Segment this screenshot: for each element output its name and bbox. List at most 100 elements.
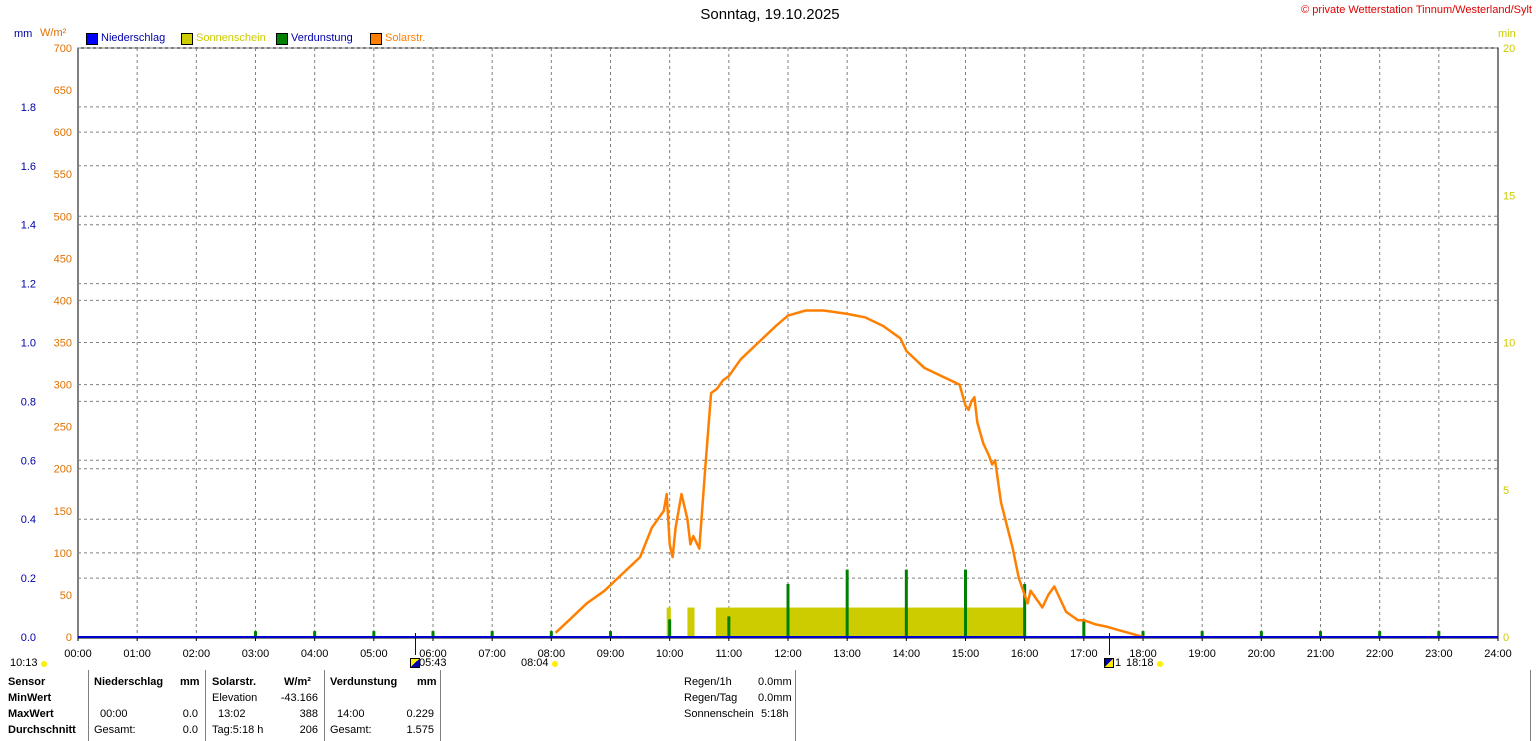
evaporation-bar	[1319, 631, 1322, 637]
legend-label-sonnenschein: Sonnenschein	[196, 32, 266, 44]
stats-cell: Gesamt:	[94, 724, 136, 736]
stats-cell: Elevation	[212, 692, 258, 704]
x-tick-label: 09:00	[597, 648, 625, 660]
sunshine-bar	[687, 607, 695, 637]
x-tick-label: 01:00	[123, 648, 151, 660]
summary-value: 0.0mm	[758, 676, 792, 688]
sunrise-time: 05:43	[419, 657, 447, 669]
x-tick-label: 10:00	[656, 648, 684, 660]
x-tick-label: 21:00	[1307, 648, 1335, 660]
legend-label-solarstr: Solarstr.	[385, 32, 426, 44]
x-tick-label: 08:00	[538, 648, 566, 660]
evaporation-bar	[254, 631, 257, 637]
sunset-marker-line	[1109, 633, 1110, 655]
x-tick-label: 05:00	[360, 648, 388, 660]
min-tick-label: 10	[1503, 338, 1515, 350]
chart-title: Sonntag, 19.10.2025	[700, 6, 840, 23]
x-tick-label: 06:00	[419, 648, 447, 660]
legend-swatch-verdunstung	[276, 33, 288, 45]
left-time-label: 10:13	[10, 657, 38, 669]
x-tick-label: 00:00	[64, 648, 92, 660]
stats-cell: -43.166	[280, 692, 318, 704]
stats-header-verdunstung-unit: mm	[417, 676, 437, 688]
stats-cell: 206	[299, 724, 318, 736]
x-tick-label: 03:00	[242, 648, 270, 660]
x-tick-label: 04:00	[301, 648, 329, 660]
evaporation-bar	[845, 569, 849, 637]
sunset-icon	[1104, 658, 1114, 668]
legend-swatch-solarstr	[370, 33, 382, 45]
x-tick-label: 19:00	[1188, 648, 1216, 660]
x-tick-label: 18:00	[1129, 648, 1157, 660]
x-tick-label: 22:00	[1366, 648, 1394, 660]
stats-row-label: MinWert	[8, 692, 52, 704]
evaporation-bars	[254, 569, 1441, 637]
mm-unit-label: mm	[14, 28, 33, 40]
evaporation-bar	[786, 583, 790, 637]
stats-cell: 14:00	[337, 708, 365, 720]
wm2-tick-label: 600	[54, 127, 72, 139]
evaporation-bar	[1200, 631, 1204, 637]
stats-header-solarstr: Solarstr.	[212, 676, 257, 688]
evaporation-bar	[1259, 631, 1263, 637]
weather-chart: 00:00 01:00 02:00 03:00 04:00 05:00 06:00 07:00…	[21, 43, 1516, 660]
evaporation-bar	[668, 619, 672, 637]
stats-cell: 13:02	[218, 708, 246, 720]
x-tick-label: 13:00	[833, 648, 861, 660]
wm2-tick-label: 400	[54, 295, 72, 307]
summary-value: 0.0mm	[758, 692, 792, 704]
wm2-unit-label: W/m²	[40, 27, 67, 39]
wm2-tick-label: 700	[54, 43, 72, 55]
stats-header-solarstr-unit: W/m²	[284, 676, 311, 688]
min-tick-label: 5	[1503, 485, 1509, 497]
legend-label-verdunstung: Verdunstung	[291, 32, 353, 44]
wm2-tick-label: 450	[54, 253, 72, 265]
stats-cell: 00:00	[100, 708, 128, 720]
stats-panel: Sensor Niederschlag mm Solarstr. W/m² Ve…	[0, 670, 1536, 741]
summary-value: 5:18h	[761, 708, 789, 720]
evaporation-bar	[431, 631, 435, 637]
legend-swatch-niederschlag	[86, 33, 98, 45]
mm-tick-label: 1.8	[21, 102, 36, 114]
wm2-tick-label: 300	[54, 380, 72, 392]
mm-tick-label: 0.2	[21, 573, 36, 585]
copyright-note: © private Wetterstation Tinnum/Westerlan…	[1301, 4, 1532, 16]
evaporation-bar	[609, 631, 612, 637]
x-tick-label: 07:00	[478, 648, 506, 660]
evaporation-bar	[904, 569, 908, 637]
summary-label: Sonnenschein	[684, 708, 754, 720]
evaporation-bar	[372, 631, 376, 637]
min-axis-ticks: 0 5 10 15 20	[1503, 43, 1515, 644]
mm-axis-ticks: 0.0 0.2 0.4 0.6 0.8 1.0 1.2 1.4 1.6 1.8	[21, 102, 36, 644]
summary-label: Regen/1h	[684, 676, 732, 688]
sunset-dot-icon	[1157, 661, 1163, 667]
grid-lines	[78, 47, 1498, 637]
x-tick-label: 16:00	[1011, 648, 1039, 660]
x-axis-ticks: 00:00 01:00 02:00 03:00 04:00 05:00 06:00 07:00…	[64, 637, 1512, 660]
wm2-axis-ticks: 0 50 100 150 200 250 300 350 400 450 500 550 600 650 7…	[54, 43, 72, 644]
legend-swatch-sonnenschein	[181, 33, 193, 45]
stats-cell: Tag:5:18 h	[212, 724, 264, 736]
min-tick-label: 20	[1503, 43, 1515, 55]
stats-cell: 0.0	[182, 724, 198, 736]
sun-dot-icon	[41, 661, 47, 667]
stats-row-label: Durchschnitt	[8, 724, 76, 736]
sunshine-bar	[715, 607, 1026, 637]
x-tick-label: 02:00	[183, 648, 211, 660]
stats-header-niederschlag: Niederschlag	[94, 676, 164, 688]
solar-start-time: 08:04	[521, 657, 549, 669]
stats-cell: 388	[299, 708, 318, 720]
evaporation-bar	[1378, 631, 1382, 637]
solar-line	[554, 309, 1144, 639]
stats-cell: Gesamt:	[330, 724, 372, 736]
mm-tick-label: 0.4	[21, 514, 36, 526]
x-tick-label: 24:00	[1484, 648, 1512, 660]
mm-tick-label: 1.2	[21, 279, 36, 291]
stats-cell: 0.229	[406, 708, 434, 720]
evaporation-bar	[1437, 631, 1441, 637]
evaporation-bar	[313, 631, 317, 637]
x-tick-label: 12:00	[774, 648, 802, 660]
min-unit-label: min	[1498, 28, 1516, 40]
evaporation-bar	[964, 569, 967, 637]
mm-tick-label: 0.0	[21, 632, 36, 644]
